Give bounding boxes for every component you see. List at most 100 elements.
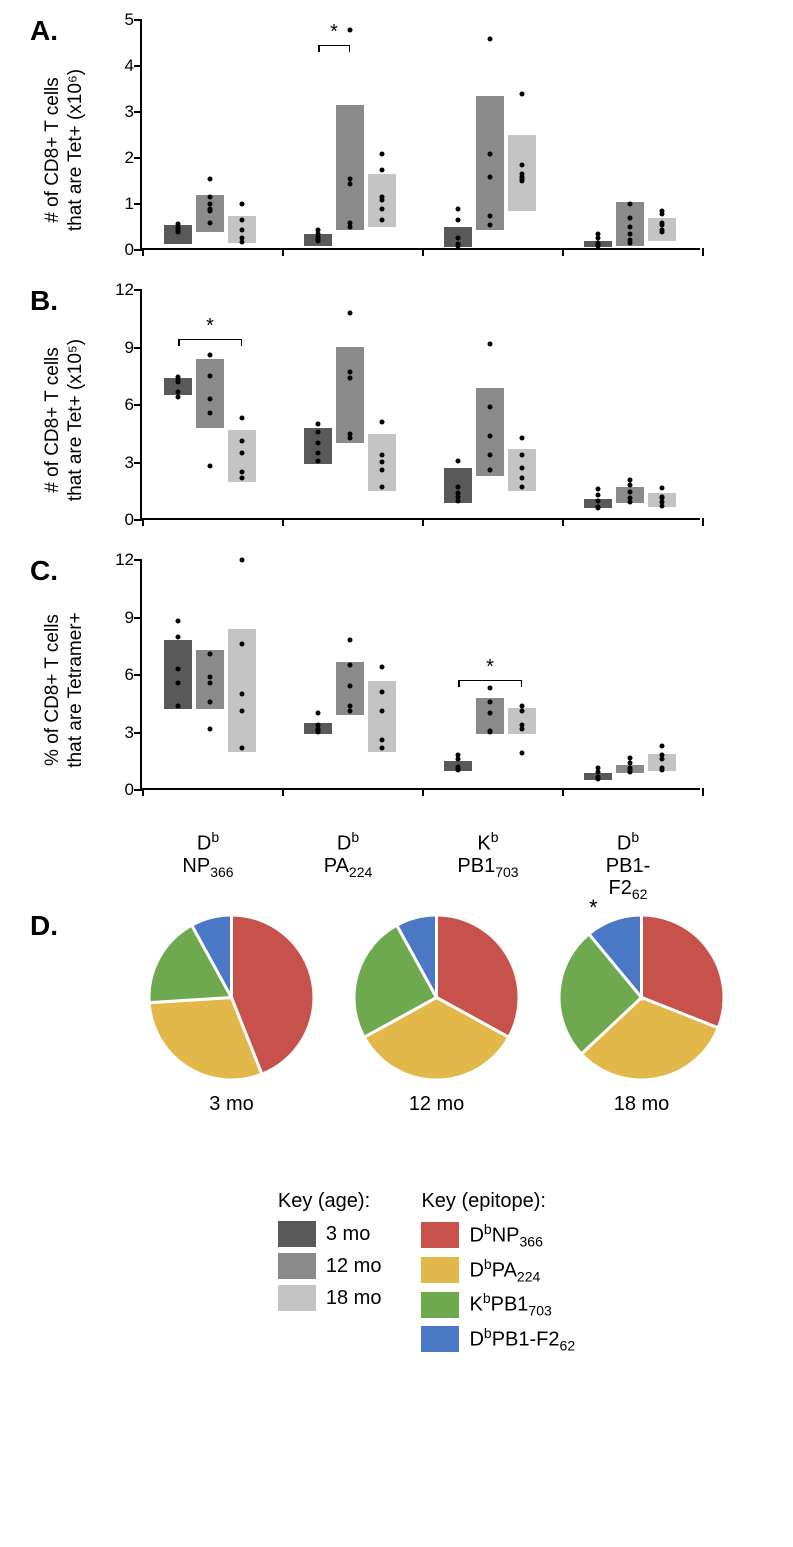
panel-c-plot: 036912* (140, 560, 700, 790)
data-point (456, 485, 461, 490)
pie-label: 18 mo (559, 1093, 724, 1116)
data-point (348, 220, 353, 225)
data-point (380, 452, 385, 457)
pie-chart (559, 915, 724, 1080)
data-point (348, 225, 353, 230)
legend-text: 3 mo (326, 1223, 370, 1246)
data-point (176, 680, 181, 685)
pie-significance-star: * (589, 895, 598, 921)
legend-item: KbPB1703 (421, 1290, 575, 1319)
data-point (488, 151, 493, 156)
legend-age-items: 3 mo 12 mo 18 mo (278, 1221, 382, 1311)
legend-epitope-items: DbNP366DbPA224KbPB1703DbPB1-F262 (421, 1221, 575, 1354)
data-point (380, 195, 385, 200)
legend-item: DbPB1-F262 (421, 1325, 575, 1354)
y-tick-label: 12 (102, 550, 134, 570)
data-point (456, 458, 461, 463)
data-point (660, 494, 665, 499)
panel-a: A. # of CD8+ T cellsthat are Tet+ (x10⁶)… (30, 20, 763, 280)
legend-item: DbNP366 (421, 1221, 575, 1250)
data-point (348, 370, 353, 375)
data-point (240, 557, 245, 562)
data-point (316, 422, 321, 427)
data-point (380, 738, 385, 743)
pie-chart (354, 915, 519, 1080)
data-point (380, 690, 385, 695)
panel-b-label: B. (30, 285, 58, 317)
data-point (208, 374, 213, 379)
data-point (240, 240, 245, 245)
pie-label: 12 mo (354, 1093, 519, 1116)
significance-star: * (330, 21, 338, 44)
x-group-label: DbNP366 (182, 830, 233, 880)
data-point (660, 209, 665, 214)
significance-bracket (178, 339, 242, 340)
data-point (176, 375, 181, 380)
data-point (240, 642, 245, 647)
data-point (488, 452, 493, 457)
panel-a-plot: 012345* (140, 20, 700, 250)
legend-item: 18 mo (278, 1285, 382, 1311)
legend-text: 18 mo (326, 1287, 382, 1310)
legend-text: 12 mo (326, 1255, 382, 1278)
panel-c: C. % of CD8+ T cellsthat are Tetramer+ 0… (30, 560, 763, 820)
data-point (628, 765, 633, 770)
data-point (520, 475, 525, 480)
data-point (176, 389, 181, 394)
data-point (520, 722, 525, 727)
data-point (596, 765, 601, 770)
data-point (348, 703, 353, 708)
data-point (488, 728, 493, 733)
chart-bar (476, 96, 504, 229)
panel-a-label: A. (30, 15, 58, 47)
data-point (380, 420, 385, 425)
pie-label: 3 mo (149, 1093, 314, 1116)
panel-b-ylabel: # of CD8+ T cellsthat are Tet+ (x10⁵) (42, 320, 88, 520)
data-point (628, 237, 633, 242)
data-point (348, 376, 353, 381)
data-point (316, 441, 321, 446)
data-point (380, 665, 385, 670)
data-point (488, 36, 493, 41)
chart-bar (196, 359, 224, 428)
data-point (456, 218, 461, 223)
chart-bar (164, 640, 192, 709)
data-point (208, 202, 213, 207)
panel-b-chart: # of CD8+ T cellsthat are Tet+ (x10⁵) 03… (140, 290, 700, 550)
data-point (208, 206, 213, 211)
data-point (628, 756, 633, 761)
legend-swatch (278, 1221, 316, 1247)
significance-bracket (318, 45, 350, 46)
panel-d: D. 3 mo12 mo*18 mo (30, 915, 763, 1165)
data-point (240, 202, 245, 207)
data-point (348, 310, 353, 315)
panel-a-chart: # of CD8+ T cellsthat are Tet+ (x10⁶) 01… (140, 20, 700, 280)
y-tick-label: 0 (102, 240, 134, 260)
data-point (380, 460, 385, 465)
data-point (380, 151, 385, 156)
data-point (208, 651, 213, 656)
data-point (488, 433, 493, 438)
data-point (488, 341, 493, 346)
legend-swatch (421, 1326, 459, 1352)
chart-bar (476, 388, 504, 476)
chart-bar (336, 105, 364, 229)
data-point (596, 232, 601, 237)
data-point (660, 486, 665, 491)
data-point (208, 220, 213, 225)
data-point (660, 743, 665, 748)
data-point (208, 726, 213, 731)
data-point (488, 404, 493, 409)
legend-age-title: Key (age): (278, 1190, 382, 1213)
data-point (456, 206, 461, 211)
data-point (348, 27, 353, 32)
data-point (520, 163, 525, 168)
data-point (456, 764, 461, 769)
data-point (348, 431, 353, 436)
legend-item: 12 mo (278, 1253, 382, 1279)
significance-star: * (206, 315, 214, 338)
data-point (380, 468, 385, 473)
pies-row: 3 mo12 mo*18 mo (110, 915, 763, 1116)
y-tick-label: 0 (102, 510, 134, 530)
panel-a-ylabel: # of CD8+ T cellsthat are Tet+ (x10⁶) (42, 50, 88, 250)
